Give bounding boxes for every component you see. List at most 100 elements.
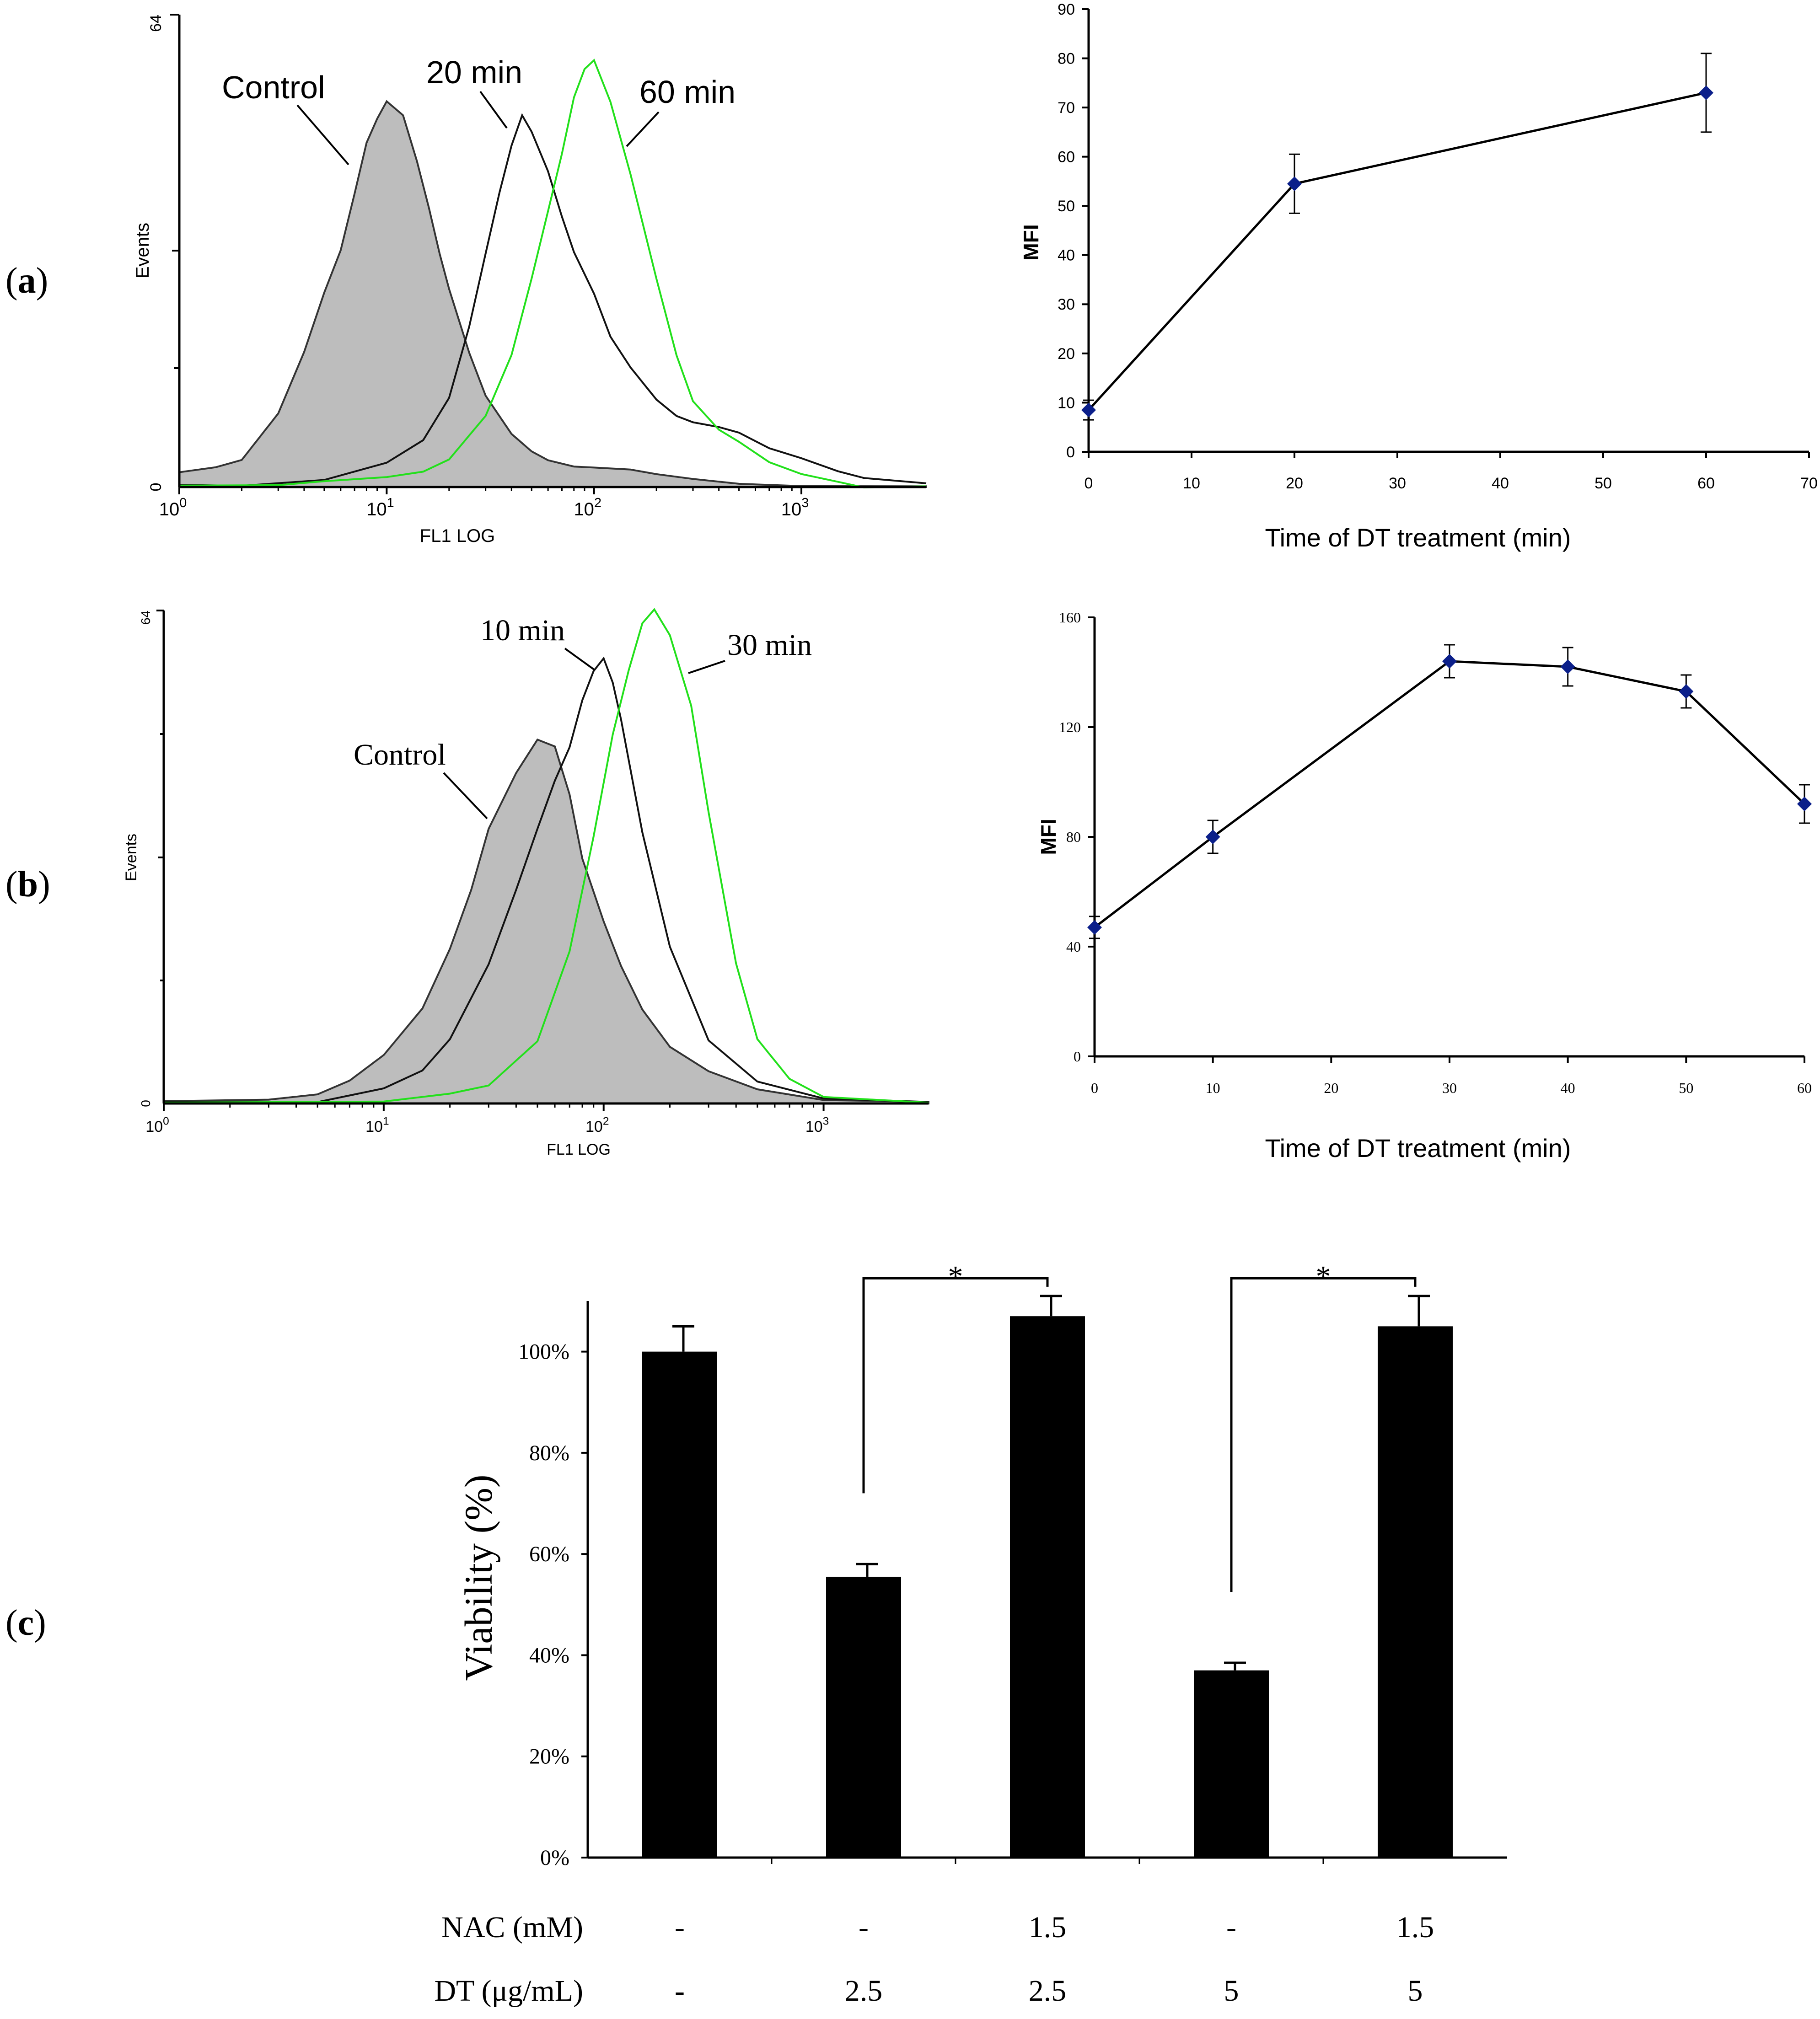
x-tick-label: 20	[1286, 475, 1303, 492]
bar	[826, 1576, 901, 1858]
viability-bar-chart: 0% 20% 40% 60% 80% 100% * * Viability (%) NAC …	[434, 1260, 1507, 2008]
nac-value: -	[675, 1911, 685, 1944]
x-axis-label: FL1 LOG	[547, 1141, 611, 1158]
nac-value: 1.5	[1029, 1911, 1067, 1944]
y-tick-label: 20%	[529, 1745, 569, 1769]
series-10-min-line	[163, 656, 929, 1103]
bar	[1378, 1326, 1453, 1858]
x-tick-label: 50	[1595, 475, 1612, 492]
significance-bracket	[862, 1277, 1049, 1494]
panel-label-b: (b)	[5, 864, 50, 905]
y-tick-label: 40	[1066, 938, 1081, 955]
x-axis-label: Time of DT treatment (min)	[1265, 1134, 1571, 1162]
x-tick-label: 60	[1797, 1080, 1812, 1096]
data-point	[1205, 830, 1220, 844]
y-tick-label: 40	[1058, 247, 1075, 264]
leader-60min	[626, 111, 660, 147]
significance-star: *	[1316, 1260, 1331, 1293]
x-tick-label: 102	[585, 1115, 609, 1135]
annotation-control: Control	[354, 738, 446, 771]
y-tick-label: 80%	[529, 1441, 569, 1465]
row-label-dt: DT (μg/mL)	[434, 1974, 583, 2008]
significance-star: *	[948, 1260, 963, 1293]
y-tick-label: 70	[1058, 99, 1075, 117]
mfi-line	[1088, 91, 1707, 411]
x-tick-label: 20	[1324, 1080, 1338, 1096]
dt-value: 2.5	[1029, 1974, 1067, 2008]
y-tick-label-0: 0	[147, 483, 165, 492]
dt-value: 2.5	[845, 1974, 883, 2008]
x-tick-label: 0	[1091, 1080, 1098, 1096]
y-tick-label: 30	[1058, 296, 1075, 313]
x-tick-label: 102	[574, 496, 601, 519]
y-tick-label: 80	[1058, 50, 1075, 67]
series-control-area	[178, 100, 927, 488]
series-control-area	[163, 738, 929, 1104]
x-tick-label: 40	[1492, 475, 1509, 492]
x-tick-label: 0	[1084, 475, 1093, 492]
y-tick-label: 20	[1058, 345, 1075, 363]
x-tick-label: 100	[145, 1115, 169, 1135]
x-tick-label: 103	[781, 496, 809, 519]
y-tick-label: 40%	[529, 1643, 569, 1667]
row-label-nac: NAC (mM)	[441, 1911, 583, 1944]
x-tick-label: 10	[1183, 475, 1200, 492]
y-tick-label: 0	[1074, 1048, 1081, 1065]
data-point	[1679, 684, 1694, 699]
x-axis-label: Time of DT treatment (min)	[1265, 523, 1571, 552]
y-tick-label-64: 64	[139, 611, 153, 625]
nac-value: 1.5	[1396, 1911, 1434, 1944]
data-point	[1087, 920, 1102, 935]
bar	[1194, 1670, 1269, 1858]
y-axis-label: Events	[133, 223, 153, 278]
significance-bracket	[1230, 1277, 1417, 1592]
y-tick-label: 0%	[540, 1846, 569, 1870]
y-axis-label: MFI	[1036, 819, 1060, 855]
y-tick-label-64: 64	[147, 15, 165, 32]
y-tick-label: 100%	[518, 1340, 569, 1364]
y-tick-label: 10	[1058, 394, 1075, 412]
mfi-line	[1094, 660, 1805, 928]
annotation-60min: 60 min	[639, 74, 736, 110]
nac-value: -	[859, 1911, 869, 1944]
series-30-min-line	[163, 608, 929, 1104]
x-axis-label: FL1 LOG	[420, 526, 495, 546]
series-20-min-line	[179, 113, 927, 487]
series-60-min-line	[179, 59, 927, 488]
leader-20min	[479, 91, 508, 129]
data-point	[1560, 659, 1575, 674]
y-tick-label: 90	[1058, 1, 1075, 18]
mfi-line-chart-b: 0 40 80 120 160 0 10 20 30 40 50 60 MFI Time of DT…	[1036, 609, 1812, 1162]
data-point	[1699, 85, 1713, 100]
y-tick-label: 60	[1058, 149, 1075, 166]
leader-control	[296, 104, 349, 166]
dt-value: 5	[1408, 1974, 1423, 2008]
x-tick-label: 10	[1206, 1080, 1220, 1096]
bar	[1010, 1316, 1085, 1858]
data-point	[1081, 402, 1096, 418]
x-tick-label: 30	[1389, 475, 1406, 492]
nac-value: -	[1226, 1911, 1236, 1944]
data-point	[1287, 176, 1302, 191]
y-tick-label: 0	[1066, 444, 1075, 461]
dt-value: -	[675, 1974, 685, 2008]
x-tick-label: 60	[1697, 475, 1715, 492]
x-tick-label: 101	[365, 1115, 389, 1135]
leader-control	[443, 772, 488, 819]
histogram-b: 64 0 Events 100 101 102 103 FL1 LOG Control…	[123, 608, 929, 1158]
y-tick-label-0: 0	[139, 1100, 153, 1107]
x-tick-label: 100	[159, 496, 187, 519]
bar	[642, 1351, 717, 1858]
leader-30min	[688, 660, 725, 674]
x-tick-label: 70	[1800, 475, 1818, 492]
dt-value: 5	[1224, 1974, 1239, 2008]
annotation-30min: 30 min	[727, 628, 812, 662]
x-tick-label: 50	[1679, 1080, 1693, 1096]
y-axis-label: MFI	[1019, 224, 1043, 260]
data-point	[1797, 797, 1812, 811]
y-tick-label: 80	[1066, 829, 1081, 845]
y-tick-label: 160	[1059, 609, 1081, 626]
y-tick-label: 120	[1059, 719, 1081, 735]
